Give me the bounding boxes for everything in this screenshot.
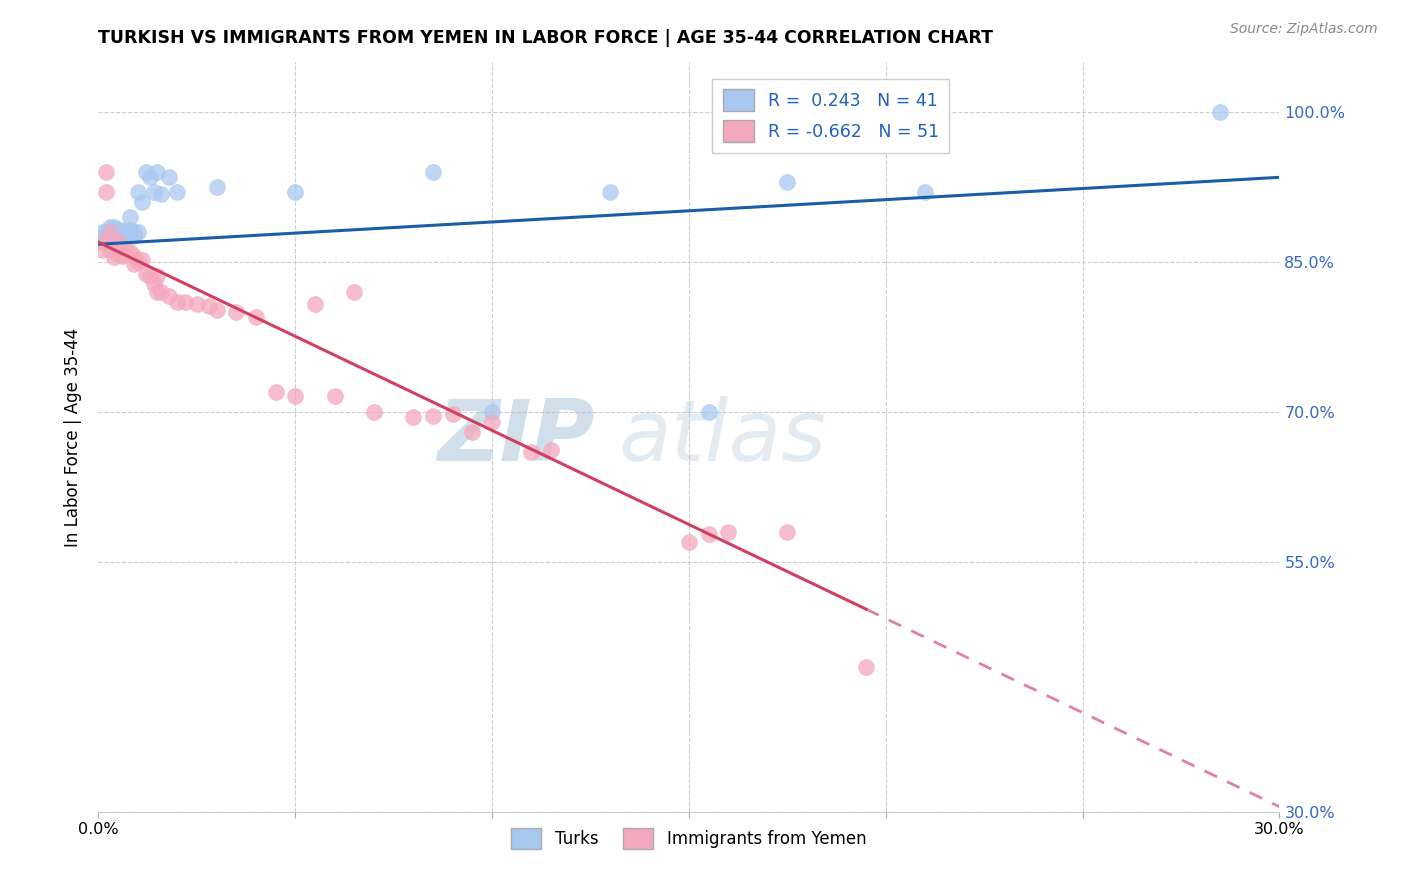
Point [107,227,129,242]
Point [146,285,169,300]
Point [776,175,799,189]
Point [122,225,145,239]
Point [115,247,138,261]
Point [461,425,484,439]
Point [697,527,720,541]
Point [111,227,134,242]
Point [245,310,267,325]
Text: Source: ZipAtlas.com: Source: ZipAtlas.com [1230,22,1378,37]
Point [118,223,141,237]
Point [166,186,188,200]
Point [150,285,173,300]
Point [323,389,346,403]
Point [441,407,464,421]
Point [146,269,169,284]
Legend: Turks, Immigrants from Yemen: Turks, Immigrants from Yemen [505,822,873,855]
Point [98,225,121,239]
Point [96,165,118,179]
Point [103,250,125,264]
Point [157,289,180,303]
Point [304,297,326,311]
Point [186,297,208,311]
Point [402,410,425,425]
Point [91,230,114,244]
Point [678,535,700,549]
Point [138,170,160,185]
Point [115,225,138,239]
Point [127,225,149,239]
Point [111,223,134,237]
Point [225,305,247,319]
Point [150,187,173,202]
Point [481,405,503,419]
Point [422,409,444,423]
Y-axis label: In Labor Force | Age 35-44: In Labor Force | Age 35-44 [65,327,83,547]
Point [107,223,129,237]
Point [118,211,141,225]
Point [98,235,121,250]
Point [1209,105,1232,120]
Point [127,255,149,269]
Point [131,195,153,210]
Point [481,415,503,429]
Point [127,186,149,200]
Text: atlas: atlas [619,395,827,479]
Text: TURKISH VS IMMIGRANTS FROM YEMEN IN LABOR FORCE | AGE 35-44 CORRELATION CHART: TURKISH VS IMMIGRANTS FROM YEMEN IN LABO… [98,29,994,47]
Point [284,186,307,200]
Point [107,235,129,250]
Point [264,385,287,400]
Point [284,389,307,403]
Point [91,244,114,258]
Point [96,225,118,239]
Point [115,230,138,244]
Point [98,225,121,239]
Point [855,660,877,674]
Point [520,445,543,459]
Point [146,165,169,179]
Point [135,165,157,179]
Point [111,244,134,258]
Point [122,257,145,271]
Point [343,285,366,300]
Point [91,225,114,239]
Point [131,253,153,268]
Point [103,225,125,239]
Point [115,244,138,258]
Point [96,186,118,200]
Point [91,235,114,250]
Point [697,405,720,419]
Point [776,524,799,539]
Point [166,295,188,310]
Point [142,186,165,200]
Point [103,220,125,235]
Point [122,249,145,263]
Point [205,303,228,318]
Point [599,186,621,200]
Point [103,230,125,244]
Point [98,220,121,235]
Point [103,235,125,250]
Point [540,443,562,458]
Point [107,247,129,261]
Point [111,249,134,263]
Point [138,269,160,284]
Point [422,165,444,179]
Point [135,267,157,281]
Point [205,180,228,194]
Point [107,230,129,244]
Point [914,186,936,200]
Point [157,170,180,185]
Point [174,295,197,310]
Point [122,229,145,244]
Point [717,524,740,539]
Point [98,244,121,258]
Point [96,230,118,244]
Text: ZIP: ZIP [437,395,595,479]
Point [115,228,138,243]
Point [118,245,141,260]
Point [197,299,219,313]
Point [142,277,165,292]
Point [363,405,385,419]
